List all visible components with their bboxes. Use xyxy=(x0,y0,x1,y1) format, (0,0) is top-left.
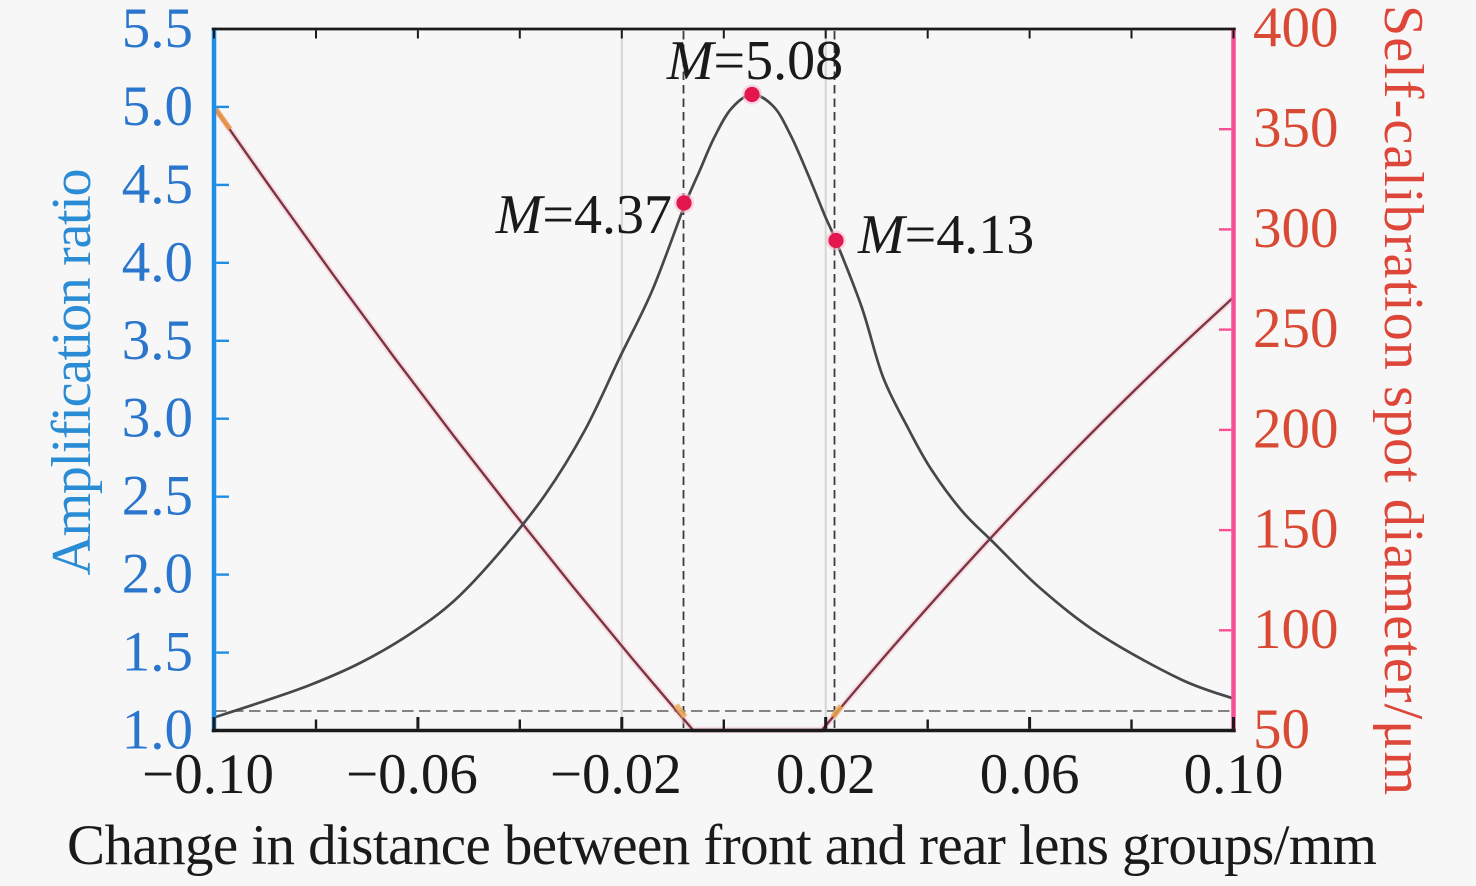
svg-text:1.5: 1.5 xyxy=(122,621,193,684)
svg-text:3.0: 3.0 xyxy=(122,387,193,450)
svg-text:Change in distance between fro: Change in distance between front and rea… xyxy=(67,814,1377,877)
svg-text:2.0: 2.0 xyxy=(122,543,193,606)
svg-text:0.06: 0.06 xyxy=(980,743,1080,806)
svg-text:50: 50 xyxy=(1253,698,1310,761)
svg-text:300: 300 xyxy=(1253,197,1339,260)
svg-text:200: 200 xyxy=(1253,397,1339,460)
svg-text:2.5: 2.5 xyxy=(122,465,193,528)
svg-text:100: 100 xyxy=(1253,598,1339,661)
svg-text:1.0: 1.0 xyxy=(122,699,193,762)
svg-text:−0.06: −0.06 xyxy=(346,743,478,806)
svg-text:4.0: 4.0 xyxy=(122,231,193,294)
svg-text:−0.10: −0.10 xyxy=(142,743,274,806)
svg-text:Amplification ratio: Amplification ratio xyxy=(41,169,103,576)
svg-text:400: 400 xyxy=(1253,0,1339,60)
svg-text:150: 150 xyxy=(1253,498,1339,561)
svg-text:350: 350 xyxy=(1253,97,1339,160)
svg-text:−0.02: −0.02 xyxy=(550,743,682,806)
svg-text:M=5.08: M=5.08 xyxy=(666,30,843,92)
svg-text:250: 250 xyxy=(1253,297,1339,360)
svg-text:5.5: 5.5 xyxy=(122,0,193,60)
svg-text:0.10: 0.10 xyxy=(1184,743,1284,806)
svg-text:M=4.37: M=4.37 xyxy=(495,184,672,246)
svg-text:0.02: 0.02 xyxy=(776,743,876,806)
svg-text:3.5: 3.5 xyxy=(122,309,193,372)
svg-text:Self-calibration spot diameter: Self-calibration spot diameter/μm xyxy=(1372,5,1434,795)
svg-text:5.0: 5.0 xyxy=(122,75,193,138)
svg-text:4.5: 4.5 xyxy=(122,153,193,216)
svg-text:M=4.13: M=4.13 xyxy=(857,204,1034,266)
